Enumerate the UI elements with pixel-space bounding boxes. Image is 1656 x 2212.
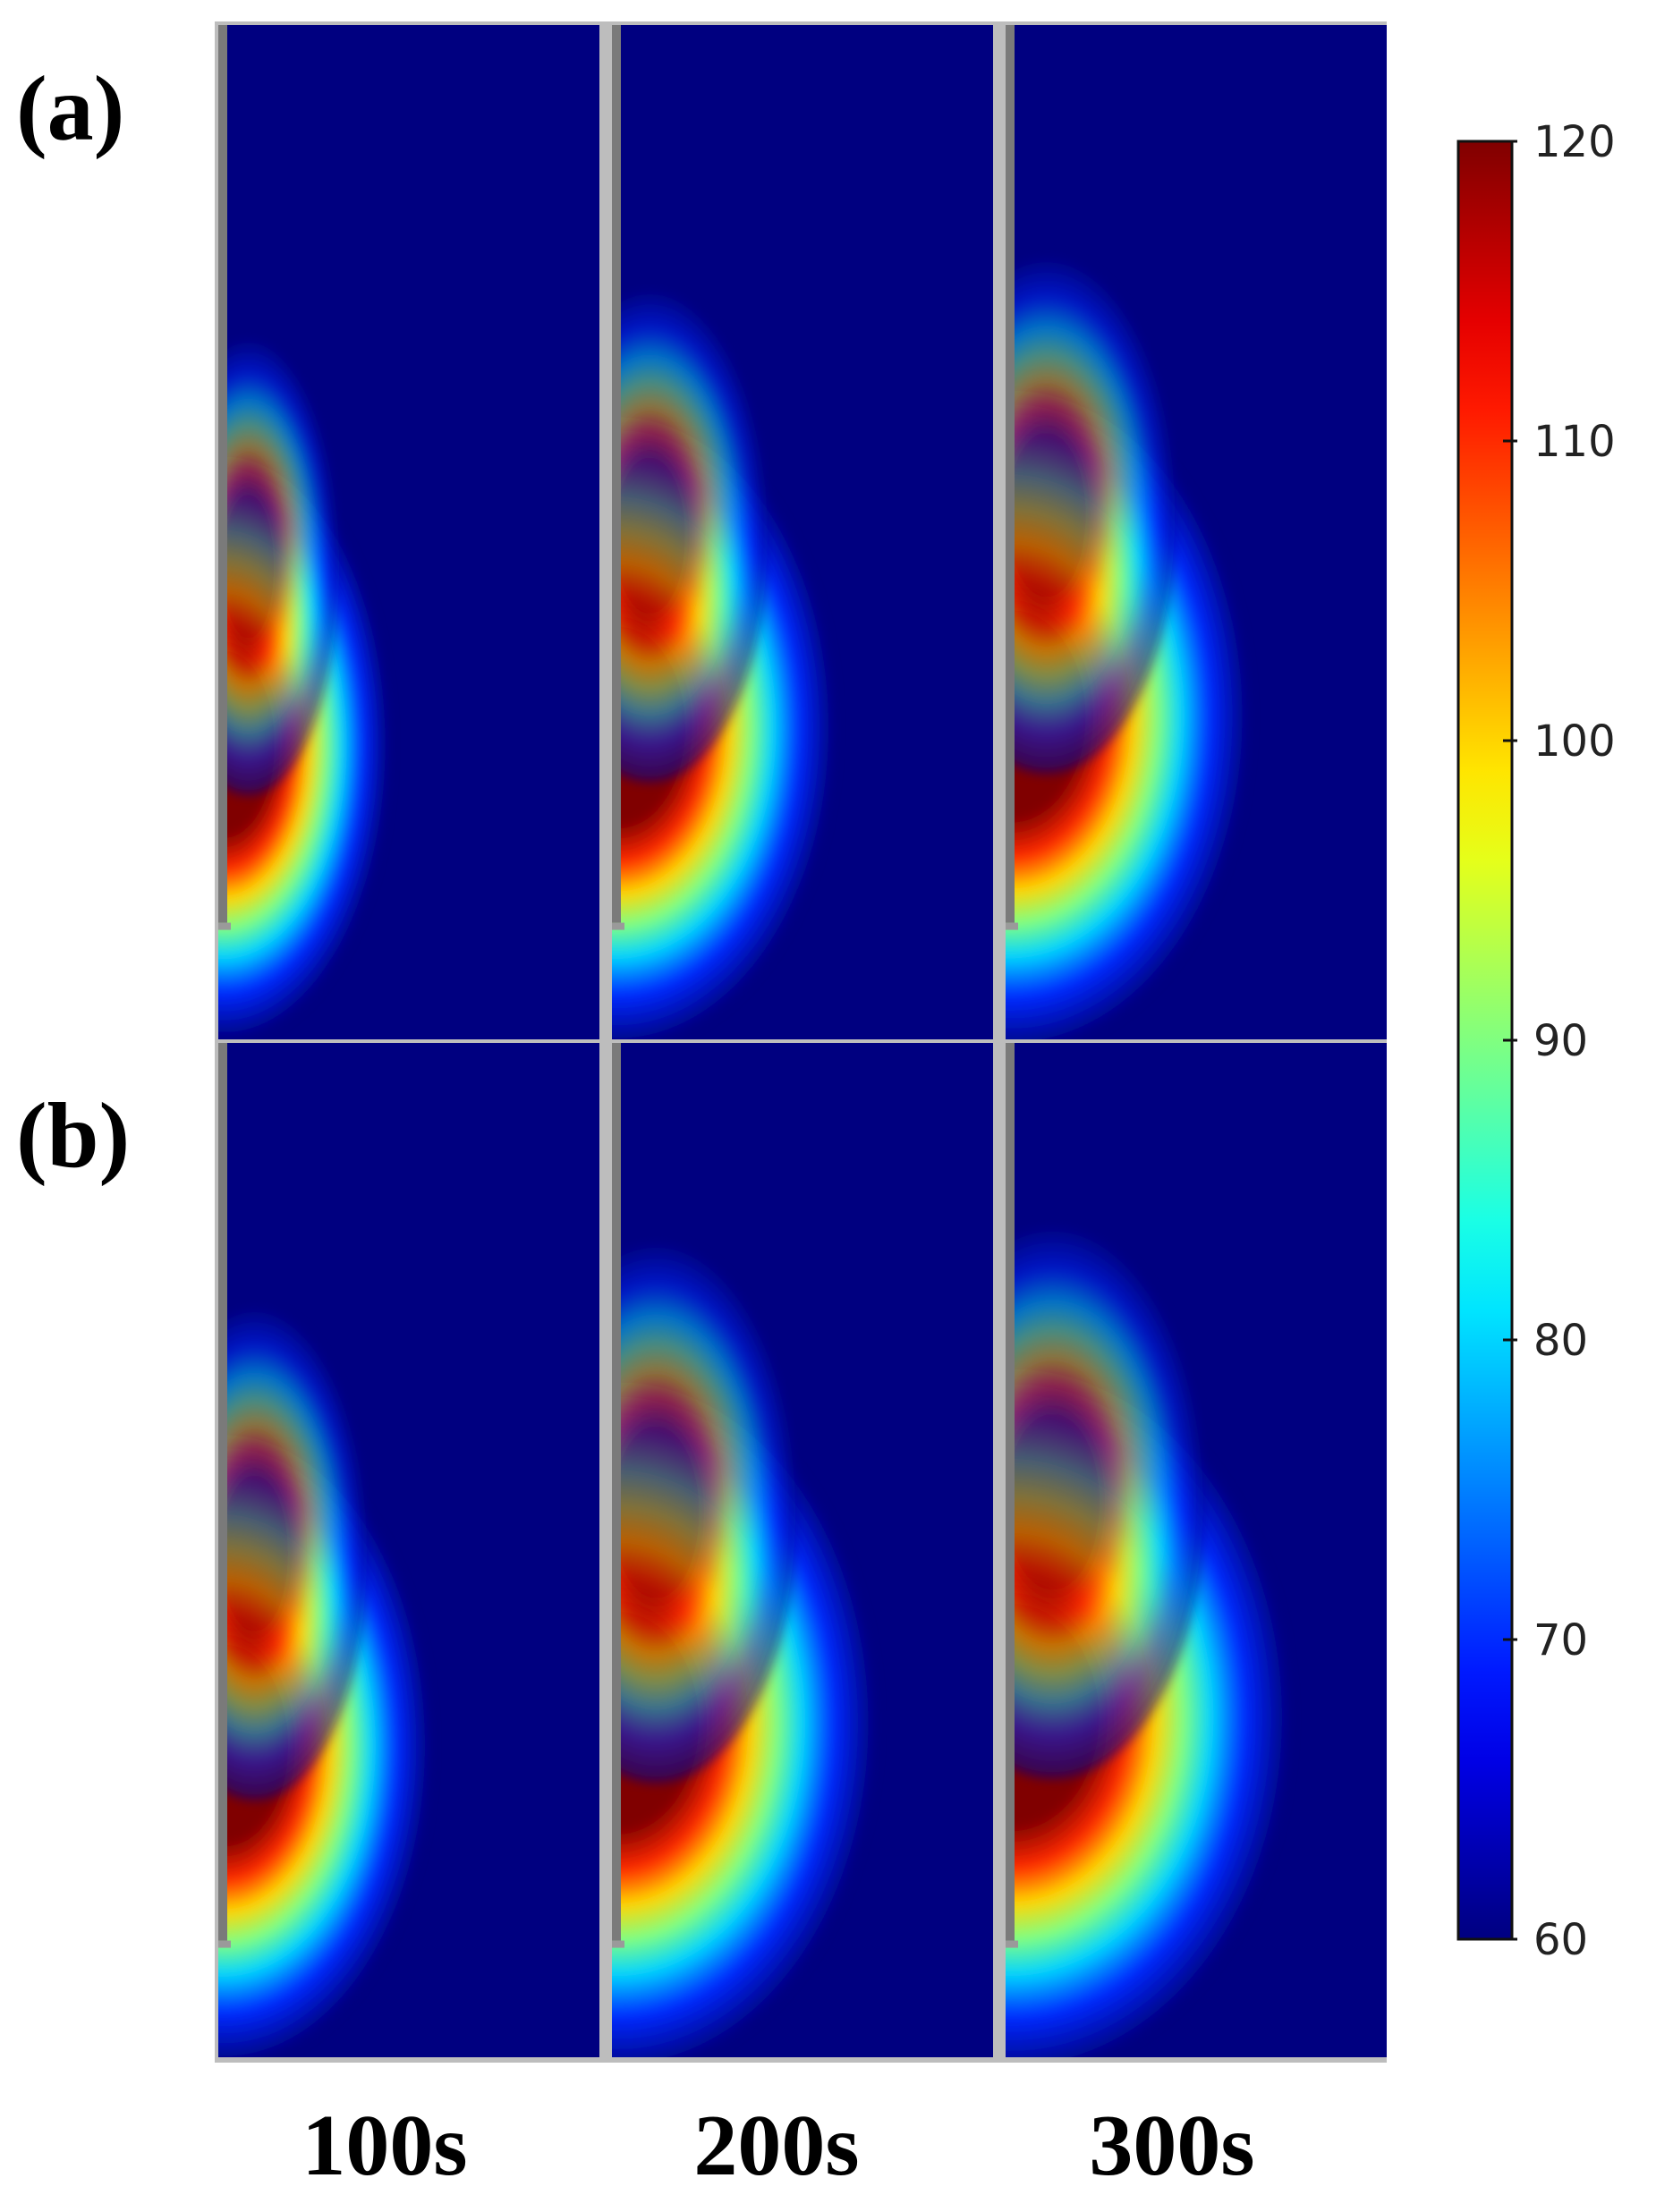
time-label-100s: 100s: [301, 2098, 468, 2194]
time-label-300s: 300s: [1089, 2098, 1255, 2194]
colorbar-tick-label: 80: [1533, 1316, 1588, 1366]
heater-wall: [612, 25, 621, 923]
panel-label-a: (a): [16, 57, 125, 160]
heater-tip: [1006, 922, 1018, 930]
heater-tip: [612, 1940, 624, 1948]
colorbar-tick-label: 110: [1533, 417, 1616, 467]
temperature-plume-tail: [218, 1306, 368, 1801]
temperature-plume-tail: [612, 1241, 798, 1784]
heater-wall: [1006, 1043, 1015, 1941]
heatmap-panel-a-300s: [1006, 25, 1387, 1039]
heater-tip: [1006, 1940, 1018, 1948]
heater-tip: [612, 922, 624, 930]
temperature-plume-tail: [1006, 1225, 1206, 1779]
colorbar-tick-label: 100: [1533, 716, 1616, 767]
heater-wall: [612, 1043, 621, 1941]
heatmap-panel-b-200s: [612, 1043, 993, 2057]
temperature-plume-tail: [218, 337, 339, 796]
colorbar-tick-label: 60: [1533, 1915, 1588, 1965]
time-label-200s: 200s: [693, 2098, 860, 2194]
temperature-plume-tail: [1006, 256, 1177, 775]
temperature-plume-tail: [612, 288, 769, 783]
heater-wall: [218, 25, 227, 923]
colorbar-tick-label: 90: [1533, 1016, 1588, 1066]
heater-tip: [218, 1940, 231, 1948]
colorbar-tick-label: 70: [1533, 1615, 1588, 1665]
colorbar-tick-label: 120: [1533, 117, 1616, 167]
heatmap-panel-b-300s: [1006, 1043, 1387, 2057]
heatmap-panel-b-100s: [218, 1043, 599, 2057]
panel-label-b: (b): [16, 1084, 131, 1187]
heatmap-panel-a-100s: [218, 25, 599, 1039]
heater-tip: [218, 922, 231, 930]
heater-wall: [218, 1043, 227, 1941]
heater-wall: [1006, 25, 1015, 923]
heatmap-panel-a-200s: [612, 25, 993, 1039]
